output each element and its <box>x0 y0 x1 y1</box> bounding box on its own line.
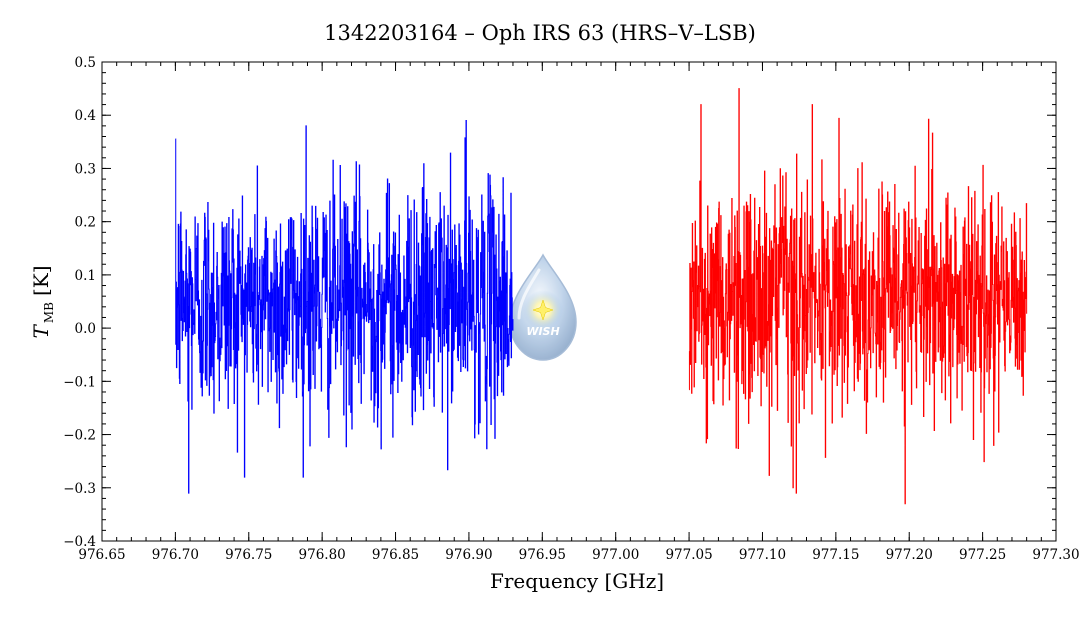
x-axis-label: Frequency [GHz] <box>490 569 664 593</box>
y-tick-label: 0.4 <box>75 108 96 124</box>
y-axis-label-main: T <box>29 324 53 339</box>
y-axis-label: TMB [K] <box>29 266 56 339</box>
x-tick-label: 976.90 <box>445 547 492 563</box>
y-tick-label: −0.1 <box>63 374 96 390</box>
y-tick-label: 0.3 <box>75 161 96 177</box>
wish-logo: WISH <box>509 253 577 361</box>
y-axis-label-unit: [K] <box>29 266 53 297</box>
y-tick-label: −0.3 <box>63 481 96 497</box>
spectrum-series-2 <box>688 88 1028 505</box>
x-tick-label: 976.65 <box>78 547 125 563</box>
chart-title: 1342203164 – Oph IRS 63 (HRS–V–LSB) <box>324 21 756 45</box>
x-tick-label: 976.85 <box>372 547 419 563</box>
x-tick-label: 977.30 <box>1032 547 1079 563</box>
wish-logo-text: WISH <box>526 325 559 338</box>
y-tick-label: 0.5 <box>75 55 96 71</box>
y-tick-label: 0.0 <box>75 321 96 337</box>
x-tick-label: 976.75 <box>225 547 272 563</box>
x-tick-label: 977.15 <box>812 547 859 563</box>
x-tick-label: 976.95 <box>519 547 566 563</box>
plot-frame <box>101 61 1057 542</box>
x-tick-label: 976.70 <box>152 547 199 563</box>
y-tick-label: 0.2 <box>75 215 96 231</box>
x-tick-label: 977.05 <box>665 547 712 563</box>
x-tick-label: 977.00 <box>592 547 639 563</box>
x-tick-label: 976.80 <box>299 547 346 563</box>
plot-layer <box>175 88 1028 505</box>
x-tick-label: 977.20 <box>886 547 933 563</box>
axes: 976.65 976.70 976.75 976.80 976.85 976.90 976.… <box>63 55 1079 563</box>
x-tick-label: 977.25 <box>959 547 1006 563</box>
spectrum-series-1 <box>175 120 514 494</box>
y-tick-label: −0.2 <box>63 428 96 444</box>
y-tick-label: 0.1 <box>75 268 96 284</box>
y-axis-label-sub: MB <box>42 302 56 323</box>
x-tick-label: 977.10 <box>739 547 786 563</box>
y-tick-label: −0.4 <box>63 534 96 550</box>
